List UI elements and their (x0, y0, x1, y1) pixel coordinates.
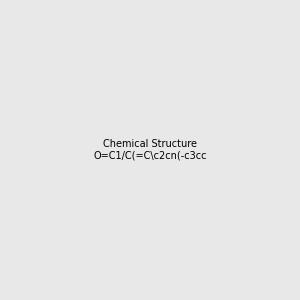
Text: Chemical Structure
O=C1/C(=C\c2cn(-c3cc: Chemical Structure O=C1/C(=C\c2cn(-c3cc (93, 139, 207, 161)
